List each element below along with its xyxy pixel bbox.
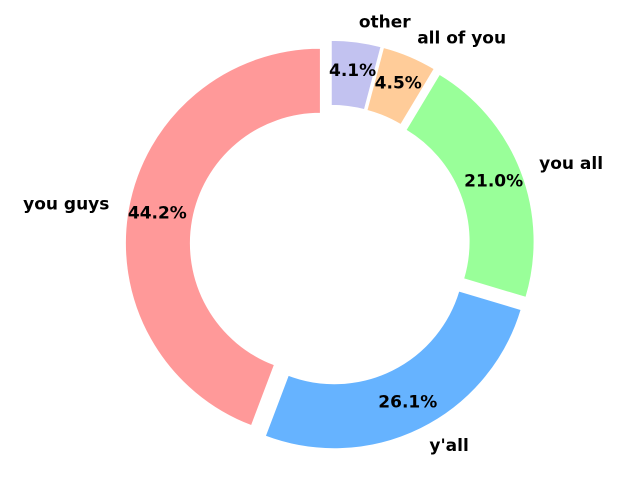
donut-slice [330, 39, 382, 111]
value-label: 21.0% [464, 172, 523, 192]
donut-slice [405, 73, 535, 299]
slice-label: all of you [417, 28, 506, 48]
value-label: 26.1% [378, 392, 437, 412]
slice-label: you all [539, 154, 603, 174]
value-label: 4.1% [329, 61, 376, 81]
slice-label: y'all [429, 436, 468, 456]
slice-label: you guys [23, 195, 109, 215]
donut-slice [124, 47, 321, 427]
donut-slice [264, 290, 522, 450]
donut-slice [366, 46, 435, 126]
value-label: 44.2% [128, 203, 187, 223]
slice-label: other [359, 13, 411, 33]
value-label: 4.5% [375, 73, 422, 93]
